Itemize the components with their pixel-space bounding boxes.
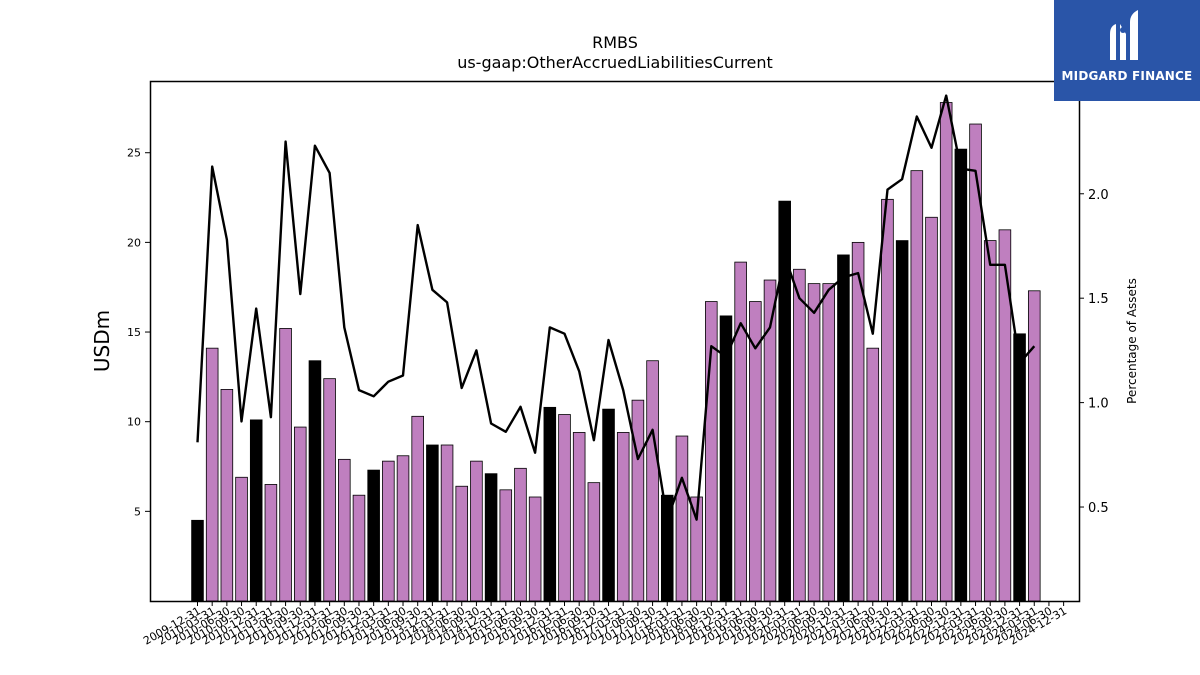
bar (587, 482, 601, 602)
y-tick-label: 10 (127, 416, 141, 429)
bar (528, 496, 542, 602)
bar (675, 435, 689, 602)
plot-frame (149, 80, 1081, 603)
bar (983, 240, 997, 602)
bar (279, 328, 292, 602)
bar (939, 102, 953, 602)
chart-title: RMBS (592, 33, 638, 52)
bar (338, 458, 351, 602)
bar (293, 426, 307, 602)
y-tick-label: 25 (127, 147, 141, 160)
bar (484, 473, 498, 602)
bar (440, 444, 454, 602)
bar (249, 419, 263, 602)
bar (411, 415, 424, 602)
bar (925, 216, 938, 602)
bar (352, 494, 366, 602)
bar (602, 408, 615, 602)
chart-subtitle: us-gaap:OtherAccruedLiabilitiesCurrent (457, 53, 773, 72)
bar (793, 268, 806, 602)
bar (235, 476, 248, 602)
bar (866, 347, 880, 602)
bar (910, 170, 924, 602)
bar (220, 389, 234, 602)
bar (308, 360, 322, 602)
bar (616, 432, 630, 602)
bar (455, 485, 469, 602)
bar (543, 406, 557, 602)
percentage-line (196, 94, 1036, 521)
y-tick-label: 20 (127, 236, 141, 249)
logo-mark-icon (1110, 10, 1138, 60)
bar (470, 460, 483, 602)
bar (851, 241, 865, 602)
bar (205, 347, 219, 602)
bar (367, 469, 380, 602)
bar (396, 455, 410, 602)
y-tick-label: 15 (127, 326, 141, 339)
y2-axis-label: Percentage of Assets (1125, 278, 1139, 404)
bar (734, 261, 747, 602)
y2-tick-label: 0.5 (1088, 501, 1109, 516)
bar (822, 283, 836, 602)
bar (895, 240, 909, 602)
y-axis-label: USDm (90, 310, 114, 372)
bar (191, 519, 204, 602)
y2-tick-label: 1.0 (1088, 397, 1109, 412)
bar (837, 254, 850, 602)
bar (719, 315, 733, 602)
bar (426, 444, 439, 602)
brand-name: MIDGARD FINANCE (1061, 69, 1193, 83)
bar (264, 484, 278, 602)
y2-tick-label: 2.0 (1088, 188, 1109, 203)
bar (514, 467, 527, 602)
bar (1027, 290, 1041, 602)
bar (646, 360, 659, 602)
bar (631, 399, 645, 602)
bar (1013, 333, 1026, 602)
bar (807, 283, 821, 602)
bar (499, 489, 513, 602)
bar (881, 198, 894, 602)
bar (954, 148, 968, 602)
bar (323, 378, 336, 602)
bar (558, 414, 571, 602)
brand-logo: MIDGARD FINANCE (1054, 0, 1200, 101)
bar (572, 432, 586, 602)
y-tick-label: 5 (134, 505, 141, 518)
bar (382, 460, 395, 602)
y2-tick-label: 1.5 (1088, 292, 1109, 307)
